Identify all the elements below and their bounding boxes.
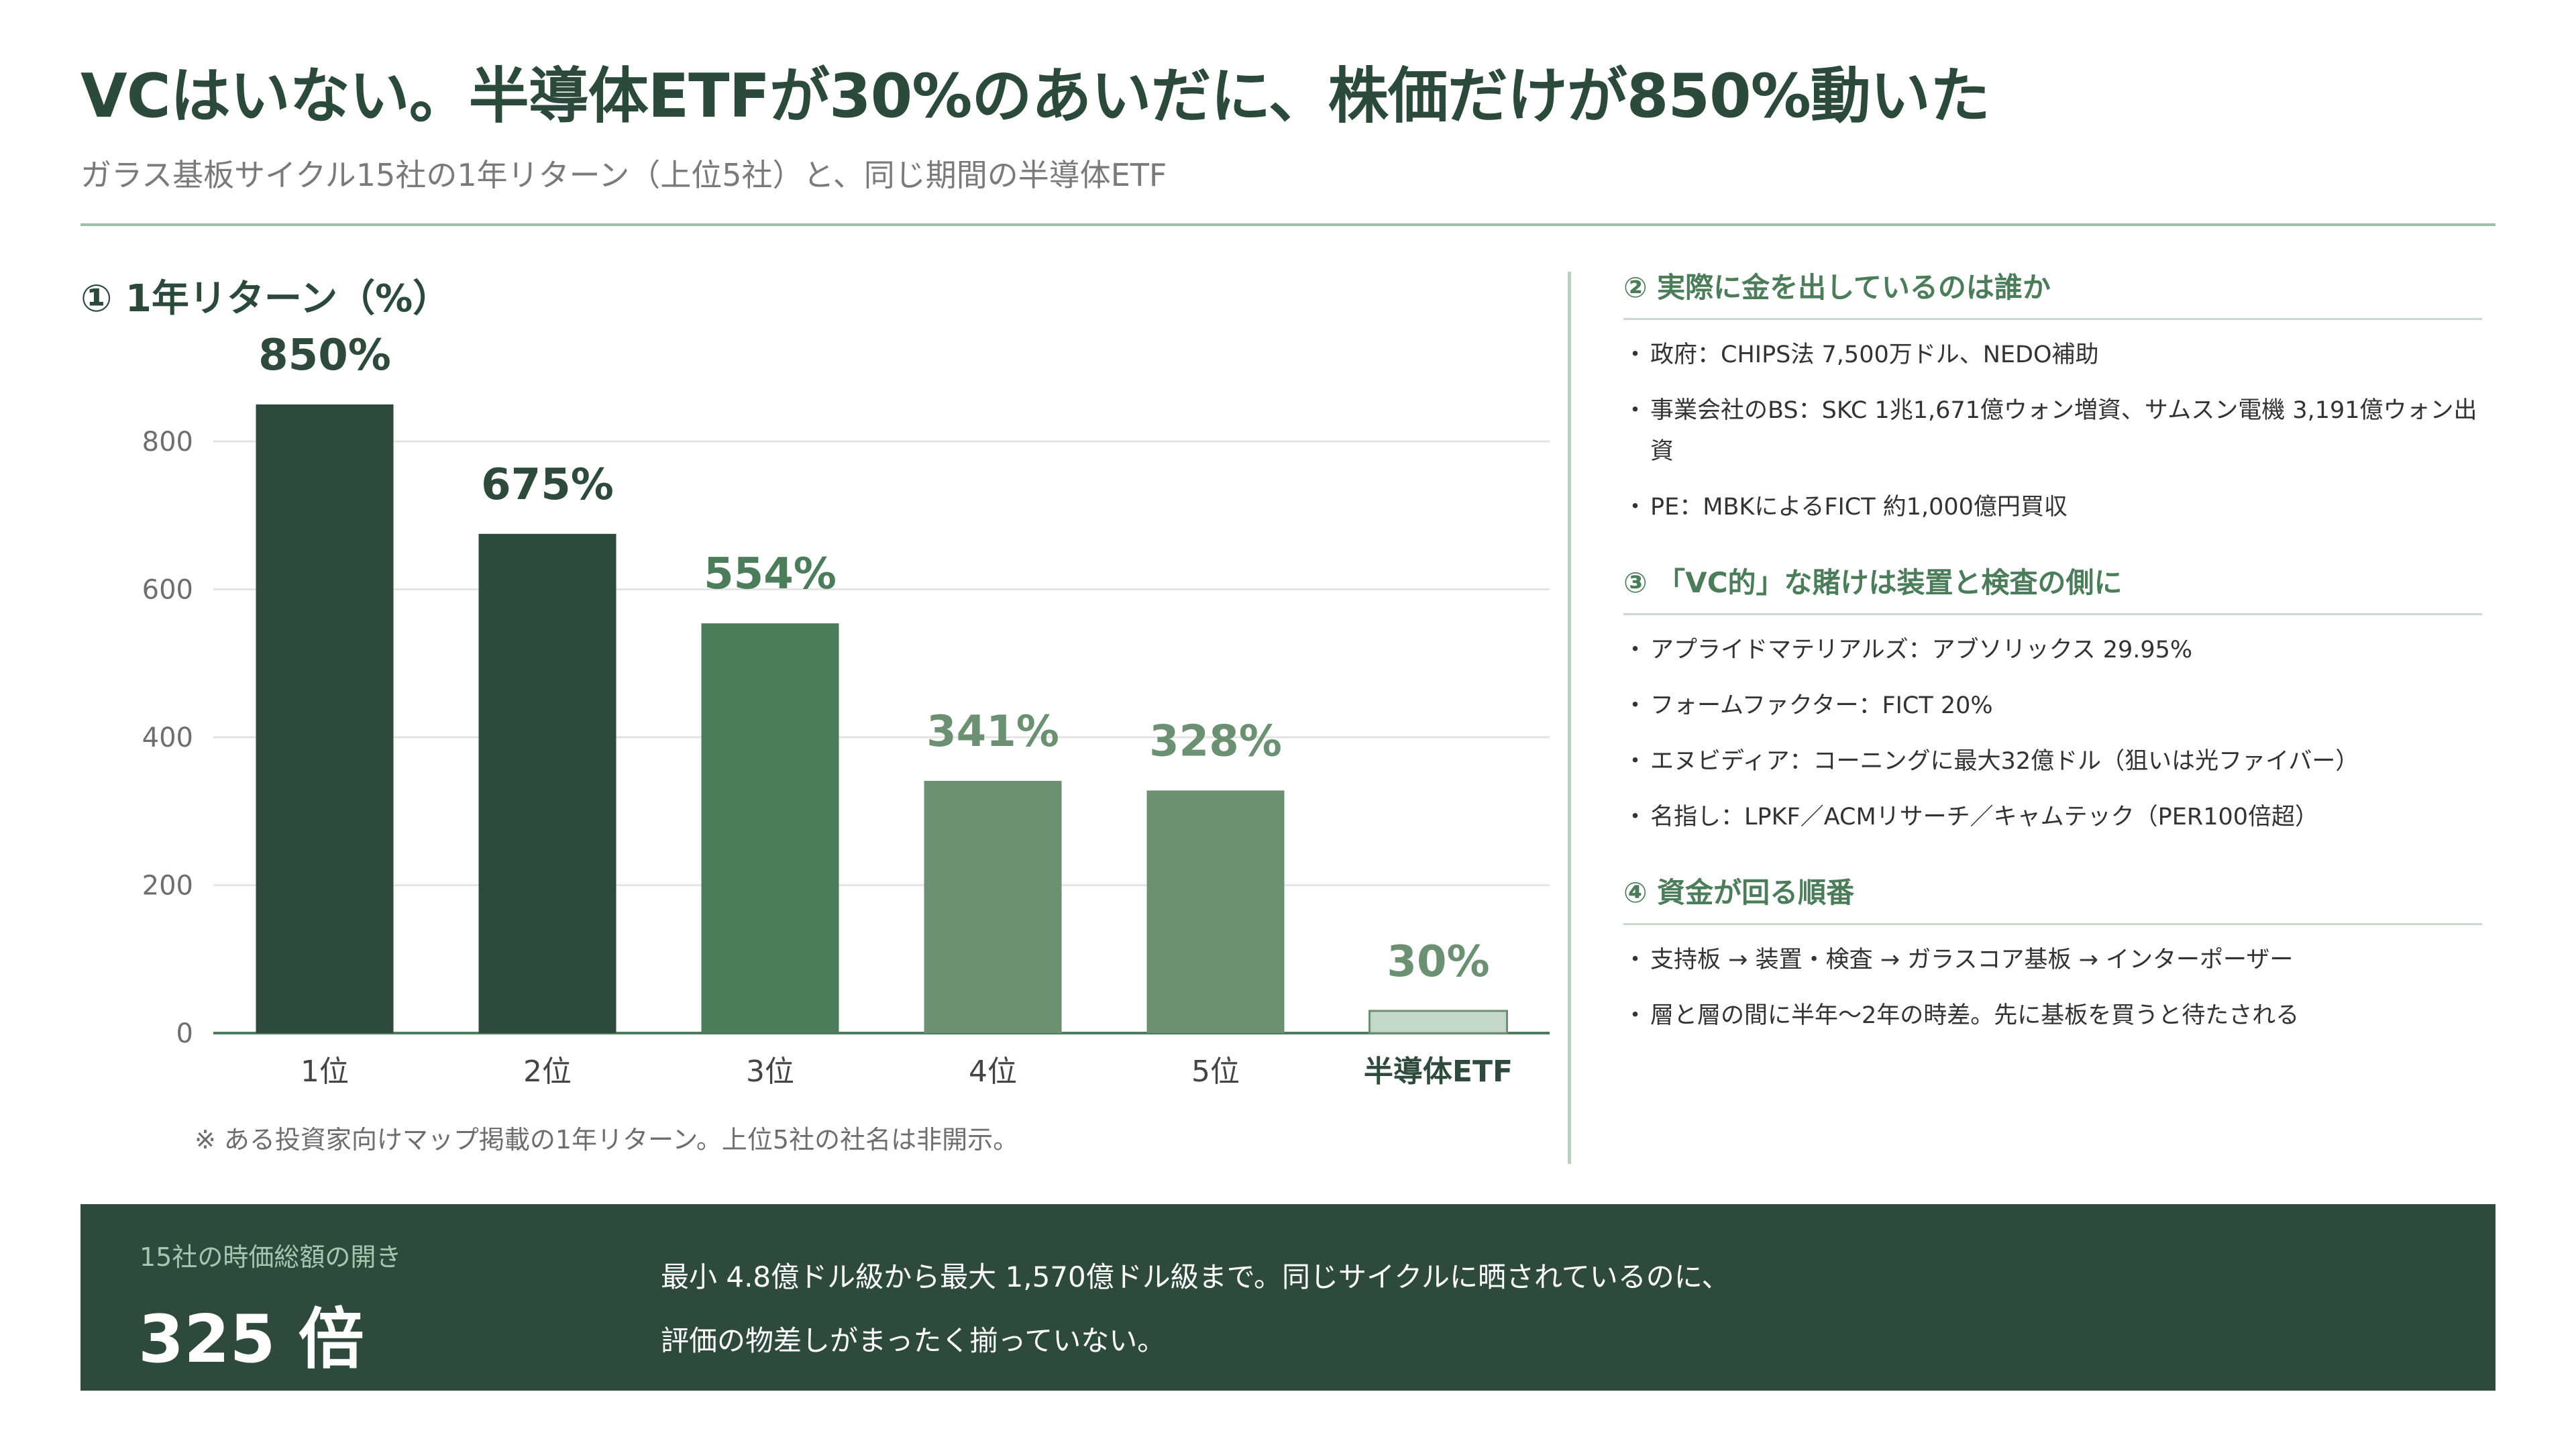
right-panel: ② 実際に金を出しているのは誰か 政府：CHIPS法 7,500万ドル、NEDO… xyxy=(1623,265,2482,1069)
x-axis-ticks: 1位 2位 3位 4位 5位 半導体ETF xyxy=(301,1055,1513,1089)
bar xyxy=(1368,1010,1508,1034)
bar-chart: 0 200 400 600 800 850% 675% 554% 341% 328% 30% 1位… xyxy=(142,331,1550,1089)
section-vc-bets: ③ 「VC的」な賭けは装置と検査の側に アプライドマテリアルズ：アブソリックス … xyxy=(1623,560,2482,838)
bar-value-label: 675% xyxy=(481,460,614,510)
banner-label: 15社の時価総額の開き xyxy=(140,1242,402,1272)
bar xyxy=(478,533,616,1033)
section-funding-sources: ② 実際に金を出しているのは誰か 政府：CHIPS法 7,500万ドル、NEDO… xyxy=(1623,265,2482,528)
bar-value-labels: 850% 675% 554% 341% 328% 30% xyxy=(258,331,1489,987)
x-tick-label: 3位 xyxy=(746,1055,794,1089)
chart-footnote: ※ ある投資家向けマップ掲載の1年リターン。上位5社の社名は非開示。 xyxy=(195,1125,1019,1155)
bar-value-label: 341% xyxy=(926,707,1059,757)
list-item: 層と層の間に半年〜2年の時差。先に基板を買うと待たされる xyxy=(1623,996,2482,1036)
list-item: アプライドマテリアルズ：アブソリックス 29.95% xyxy=(1623,630,2482,671)
bar-value-label: 328% xyxy=(1149,716,1282,766)
list-item: 政府：CHIPS法 7,500万ドル、NEDO補助 xyxy=(1623,335,2482,376)
bullet-list: 政府：CHIPS法 7,500万ドル、NEDO補助 事業会社のBS：SKC 1兆… xyxy=(1623,335,2482,528)
x-tick-label: 1位 xyxy=(301,1055,349,1089)
section-title: ④ 資金が回る順番 xyxy=(1623,870,2482,925)
y-axis-ticks: 0 200 400 600 800 xyxy=(142,427,193,1049)
bar xyxy=(1146,790,1285,1033)
bar-value-label: 850% xyxy=(258,331,391,380)
section-title: ② 実際に金を出しているのは誰か xyxy=(1623,265,2482,320)
x-tick-label: 半導体ETF xyxy=(1364,1055,1513,1089)
x-tick-label: 2位 xyxy=(523,1055,572,1089)
bar xyxy=(924,781,1062,1033)
list-item: 名指し：LPKF／ACMリサーチ／キャムテック（PER100倍超） xyxy=(1623,797,2482,838)
list-item: 事業会社のBS：SKC 1兆1,671億ウォン増資、サムスン電機 3,191億ウ… xyxy=(1623,390,2482,472)
chart-bars xyxy=(256,404,1508,1034)
bar-value-label: 554% xyxy=(704,549,837,599)
chart-gridlines xyxy=(213,440,1550,1034)
bar xyxy=(701,623,839,1033)
y-tick-label: 600 xyxy=(142,575,193,606)
list-item: 支持板 → 装置・検査 → ガラスコア基板 → インターポーザー xyxy=(1623,940,2482,981)
y-tick-label: 400 xyxy=(142,722,193,753)
section-title: ③ 「VC的」な賭けは装置と検査の側に xyxy=(1623,560,2482,615)
bar xyxy=(256,404,394,1033)
bullet-list: 支持板 → 装置・検査 → ガラスコア基板 → インターポーザー 層と層の間に半… xyxy=(1623,940,2482,1036)
list-item: エヌビディア：コーニングに最大32億ドル（狙いは光ファイバー） xyxy=(1623,741,2482,782)
list-item: PE：MBKによるFICT 約1,000億円買収 xyxy=(1623,487,2482,528)
y-tick-label: 0 xyxy=(176,1018,193,1049)
banner-text-line-2: 評価の物差しがまったく揃っていない。 xyxy=(661,1324,1166,1357)
section-capital-flow: ④ 資金が回る順番 支持板 → 装置・検査 → ガラスコア基板 → インターポー… xyxy=(1623,870,2482,1036)
summary-banner: 15社の時価総額の開き 325 倍 最小 4.8億ドル級から最大 1,570億ド… xyxy=(80,1204,2496,1391)
page-subtitle: ガラス基板サイクル15社の1年リターン（上位5社）と、同じ期間の半導体ETF xyxy=(80,157,1167,193)
banner-value: 325 倍 xyxy=(138,1301,364,1378)
banner-text-line-1: 最小 4.8億ドル級から最大 1,570億ドル級まで。同じサイクルに晒されている… xyxy=(661,1260,1730,1293)
vertical-divider xyxy=(1568,272,1571,1164)
list-item: フォームファクター：FICT 20% xyxy=(1623,686,2482,727)
header-divider xyxy=(80,223,2496,226)
page-title: VCはいない。半導体ETFが30%のあいだに、株価だけが850%動いた xyxy=(80,61,1990,131)
bullet-list: アプライドマテリアルズ：アブソリックス 29.95% フォームファクター：FIC… xyxy=(1623,630,2482,838)
y-tick-label: 200 xyxy=(142,871,193,902)
x-tick-label: 4位 xyxy=(969,1055,1017,1089)
chart-title: ① 1年リターン（%） xyxy=(80,277,451,321)
x-tick-label: 5位 xyxy=(1191,1055,1240,1089)
y-tick-label: 800 xyxy=(142,427,193,458)
bar-value-label: 30% xyxy=(1387,937,1489,987)
